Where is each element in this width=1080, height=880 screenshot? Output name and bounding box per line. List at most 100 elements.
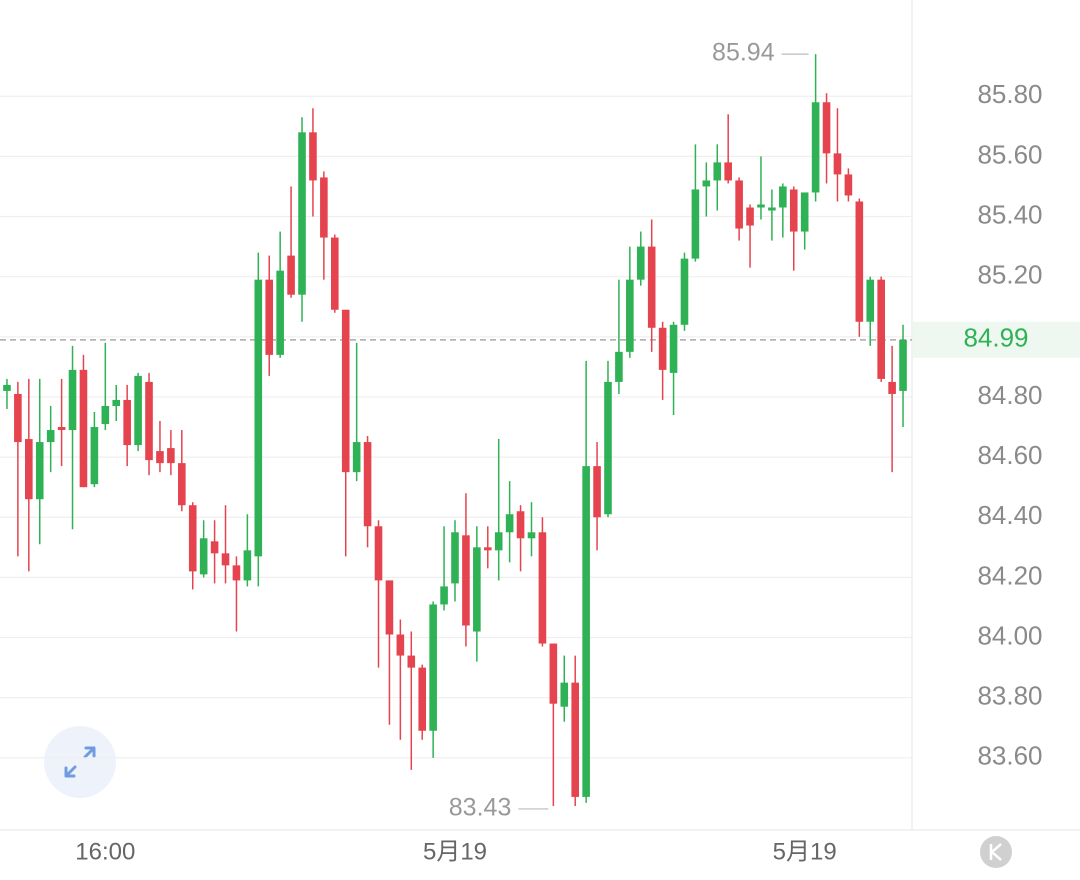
candle-body: [746, 207, 754, 226]
candle-body: [626, 279, 634, 352]
y-tick-label: 85.40: [977, 199, 1042, 229]
candle-body: [615, 351, 623, 382]
candle-body: [538, 532, 547, 644]
k-icon[interactable]: [989, 843, 1002, 861]
candle-body: [888, 381, 896, 394]
y-tick-label: 84.00: [977, 620, 1042, 650]
min-label: 83.43: [449, 794, 512, 822]
candle-body: [724, 162, 732, 181]
candle-body: [713, 162, 722, 181]
x-tick-label: 5月19: [773, 838, 837, 865]
candle-body: [418, 667, 427, 731]
expand-circle[interactable]: [44, 726, 116, 798]
candle-body: [156, 451, 164, 464]
y-tick-label: 85.80: [977, 79, 1042, 109]
candle-body: [199, 538, 208, 575]
candle-body: [25, 439, 33, 500]
candle-body: [221, 553, 230, 566]
expand-icon[interactable]: [64, 746, 96, 778]
candle-body: [779, 186, 787, 208]
candle-body: [90, 427, 99, 485]
candle-body: [243, 550, 252, 581]
candle-body: [669, 324, 678, 373]
candle-body: [265, 279, 274, 355]
candle-body: [101, 405, 110, 425]
candle-body: [451, 532, 459, 584]
candle-body: [14, 393, 22, 443]
candle-body: [254, 279, 263, 557]
candle-body: [167, 448, 175, 464]
candle-body: [527, 532, 536, 539]
candle-body: [232, 565, 241, 581]
expand-button[interactable]: [44, 726, 116, 798]
candle-body: [877, 279, 885, 379]
candle-body: [582, 466, 590, 797]
candle-body: [571, 682, 580, 797]
x-tick-label: 16:00: [75, 838, 135, 865]
candle-body: [636, 246, 645, 280]
y-tick-label: 84.20: [977, 560, 1042, 590]
candle-body: [68, 369, 77, 431]
last-price-label: 84.99: [963, 323, 1028, 353]
candle-body: [833, 153, 842, 175]
y-tick-label: 83.80: [977, 681, 1042, 711]
x-tick-label: 5月19: [423, 838, 487, 865]
candle-body: [462, 535, 470, 626]
candle-body: [276, 270, 284, 355]
candle-body: [494, 532, 503, 551]
candle-body: [123, 399, 131, 446]
candle-body: [57, 427, 66, 431]
candle-body: [473, 547, 481, 632]
candle-body: [483, 547, 492, 551]
candle-body: [309, 132, 317, 181]
candle-body: [352, 442, 361, 473]
candle-body: [112, 399, 121, 406]
candle-body: [822, 102, 831, 154]
candle-body: [516, 511, 525, 539]
k-circle[interactable]: [980, 836, 1012, 868]
candle-body: [757, 204, 765, 208]
candle-body: [341, 309, 350, 473]
y-tick-label: 84.40: [977, 500, 1042, 530]
candle-body: [188, 505, 197, 572]
y-tick-label: 84.80: [977, 380, 1042, 410]
candle-body: [145, 381, 153, 461]
candle-body: [407, 655, 416, 668]
candle-body: [768, 207, 776, 211]
candle-body: [680, 258, 689, 325]
candle-body: [604, 381, 612, 515]
candle-body: [210, 541, 219, 554]
candle-body: [702, 180, 711, 187]
last-price-box: [913, 321, 1080, 358]
candle-body: [298, 132, 306, 295]
candle-body: [866, 279, 875, 322]
candle-body: [691, 189, 700, 259]
candle-body: [320, 177, 328, 238]
candle-body: [134, 375, 142, 446]
candle-body: [396, 634, 405, 656]
candle-body: [3, 384, 11, 391]
candle-body: [844, 174, 853, 196]
y-tick-label: 85.20: [977, 260, 1042, 290]
candle-body: [46, 430, 55, 443]
candle-body: [178, 463, 186, 506]
k-button[interactable]: [980, 836, 1012, 868]
candle-body: [330, 237, 339, 310]
candle-body: [899, 339, 907, 391]
candle-body: [35, 442, 44, 500]
candle-body: [735, 180, 743, 229]
y-tick-label: 85.60: [977, 139, 1042, 169]
candle-body: [385, 580, 394, 635]
candle-body: [363, 442, 372, 527]
candle-body: [811, 102, 820, 193]
candle-body: [374, 526, 383, 581]
max-label: 85.94: [712, 39, 775, 67]
candle-body: [647, 246, 656, 328]
candle-body: [440, 586, 448, 605]
candle-body: [658, 327, 667, 370]
candle-body: [855, 201, 864, 322]
candle-body: [789, 189, 798, 232]
candle-body: [79, 369, 88, 488]
